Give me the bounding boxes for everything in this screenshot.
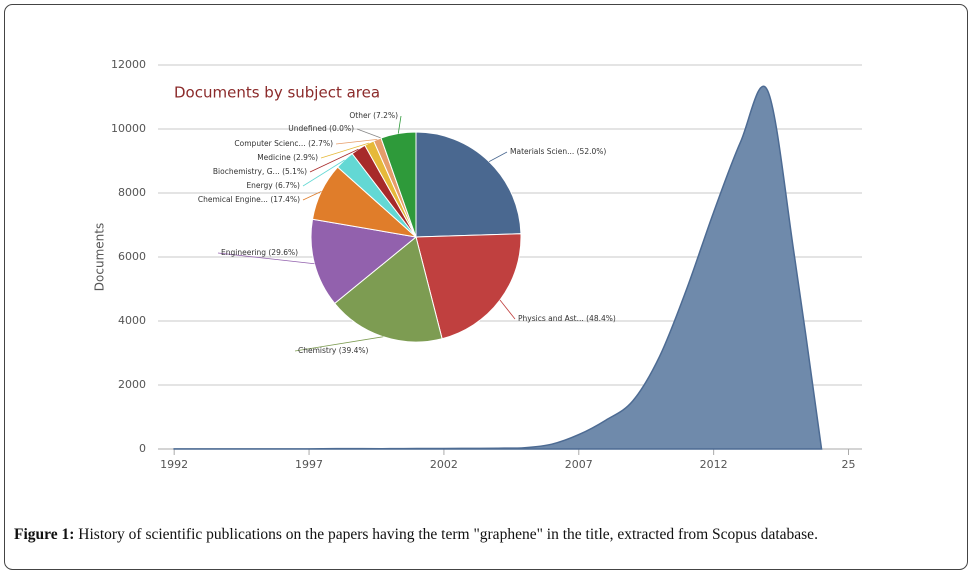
area [173,85,823,450]
caption-text: History of scientific publications on th… [74,526,818,543]
y-tick-label: 8000 [118,186,146,199]
pie-slice [380,131,417,238]
x-tick-label: 1997 [295,458,323,471]
pie-leader [309,148,359,173]
pie-title: Documents by subject area [174,84,380,102]
x-tick-label: 2007 [565,458,593,471]
pie-label: Computer Scienc... (2.7%) [234,139,333,148]
caption: Figure 1: History of scientific publicat… [14,526,818,543]
pie-leader [302,159,345,187]
pie-leader [302,191,322,201]
y-axis-label: Documents [93,223,107,291]
pie-label: Chemical Engine... (17.4%) [198,195,300,204]
y-tick-label: 12000 [111,58,146,71]
pie-leader [294,336,384,352]
x-tick-label: 25 [842,458,856,471]
x-tick-label: 2002 [430,458,458,471]
pie-leader [397,115,402,134]
y-tick-label: 2000 [118,378,146,391]
y-tick-label: 6000 [118,250,146,263]
y-tick-label: 10000 [111,122,146,135]
pie-leader [335,138,378,145]
pie-leader [499,299,516,320]
pie-leader [356,128,382,139]
y-tick-label: 0 [139,442,146,455]
pie-label: Physics and Ast... (48.4%) [518,314,616,323]
pie-label: Biochemistry, G... (5.1%) [213,167,307,176]
x-tick-label: 1992 [160,458,188,471]
pie-slice [415,233,522,340]
pie-label: Undefined (0.0%) [288,124,354,133]
x-tick-label: 2012 [700,458,728,471]
pie-slice [415,131,522,238]
pie-label: Materials Scien... (52.0%) [510,147,606,156]
pie-leader [488,151,508,162]
pie-label: Other (7.2%) [349,111,398,120]
pie-label: Engineering (29.6%) [221,248,298,257]
pie-slice [310,218,418,305]
pie-label: Energy (6.7%) [246,181,300,190]
pie-label: Medicine (2.9%) [257,153,318,162]
y-tick-label: 4000 [118,314,146,327]
caption-label: Figure 1: [14,526,74,543]
pie-leader [320,142,370,159]
pie-leader [217,252,315,265]
pie-label: Chemistry (39.4%) [298,346,369,355]
